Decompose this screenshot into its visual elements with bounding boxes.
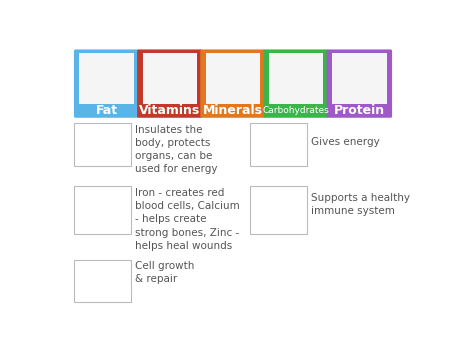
FancyBboxPatch shape — [264, 49, 329, 118]
Bar — [74, 186, 131, 234]
Bar — [206, 53, 260, 104]
FancyBboxPatch shape — [327, 49, 392, 118]
FancyBboxPatch shape — [74, 49, 139, 118]
Text: Iron - creates red
blood cells, Calcium
- helps create
strong bones, Zinc -
help: Iron - creates red blood cells, Calcium … — [135, 188, 239, 251]
Text: Supports a healthy
immune system: Supports a healthy immune system — [311, 193, 410, 216]
Text: Carbohydrates: Carbohydrates — [263, 106, 329, 115]
FancyBboxPatch shape — [57, 41, 428, 317]
Text: Cell growth
& repair: Cell growth & repair — [135, 261, 194, 284]
Bar — [80, 53, 134, 104]
Text: Fat: Fat — [96, 104, 118, 117]
Bar — [269, 53, 323, 104]
Text: Vitamins: Vitamins — [139, 104, 201, 117]
Bar — [250, 123, 307, 165]
FancyBboxPatch shape — [201, 49, 266, 118]
Bar — [74, 123, 131, 165]
FancyBboxPatch shape — [137, 49, 202, 118]
Bar — [74, 260, 131, 302]
Text: Insulates the
body, protects
organs, can be
used for energy: Insulates the body, protects organs, can… — [135, 125, 217, 174]
Text: Protein: Protein — [334, 104, 385, 117]
Bar — [143, 53, 197, 104]
Bar — [332, 53, 387, 104]
Text: Gives energy: Gives energy — [311, 137, 380, 147]
Text: Minerals: Minerals — [203, 104, 263, 117]
Bar — [250, 186, 307, 234]
